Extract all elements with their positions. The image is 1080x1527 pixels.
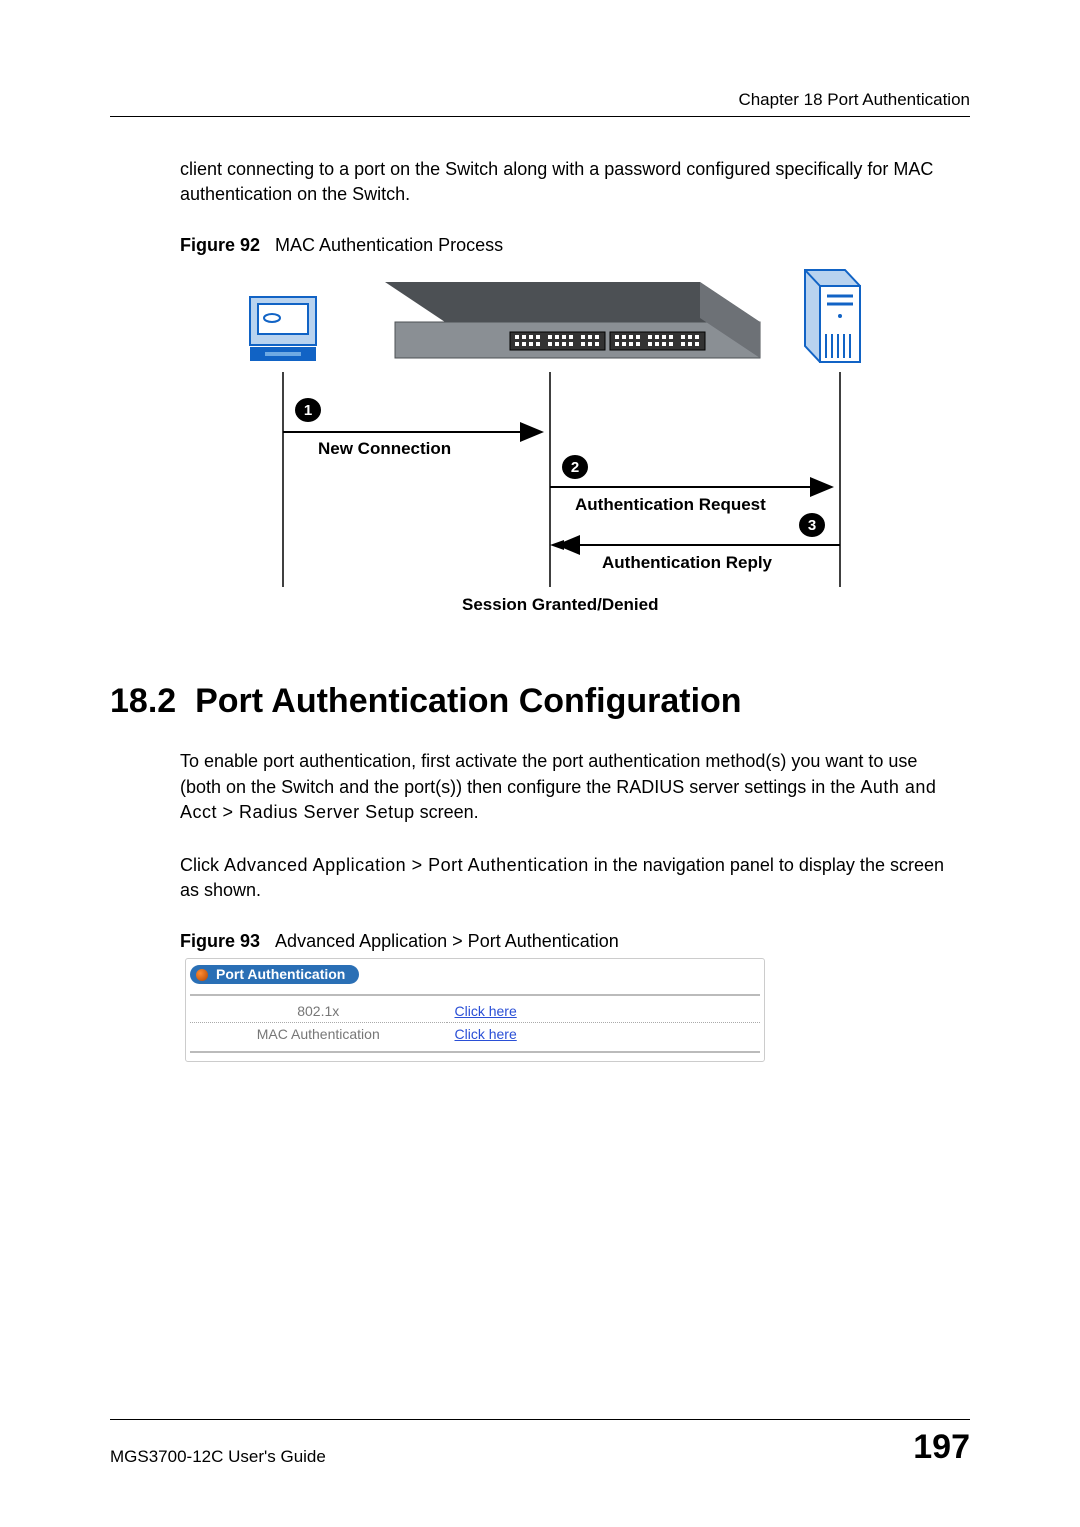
switch-icon — [385, 282, 760, 358]
server-icon — [805, 270, 860, 362]
p3-a: Click — [180, 855, 224, 875]
step-2-num: 2 — [571, 459, 579, 476]
figure92-caption-prefix: Figure 92 — [180, 235, 260, 255]
p3-path: Advanced Application > Port Authenticati… — [224, 855, 589, 875]
section-number: 18.2 — [110, 682, 176, 720]
row-0-link[interactable]: Click here — [455, 1003, 517, 1019]
figure93-caption-text: Advanced Application > Port Authenticati… — [275, 931, 619, 951]
paragraph-2: To enable port authentication, first act… — [180, 749, 950, 825]
paragraph-3: Click Advanced Application > Port Authen… — [180, 853, 950, 903]
section-heading: 18.2 Port Authentication Configuration — [110, 682, 970, 721]
row-0-label: 802.1x — [190, 1000, 447, 1023]
chapter-header: Chapter 18 Port Authentication — [110, 90, 970, 117]
page-number: 197 — [913, 1428, 970, 1467]
figure93-tab[interactable]: Port Authentication — [190, 965, 359, 984]
figure93-caption: Figure 93 Advanced Application > Port Au… — [180, 931, 970, 952]
step-3-num: 3 — [808, 517, 816, 534]
row-1-link[interactable]: Click here — [455, 1026, 517, 1042]
table-row: MAC Authentication Click here — [190, 1023, 760, 1046]
p2-b: screen. — [415, 802, 479, 822]
figure93-table: 802.1x Click here MAC Authentication Cli… — [190, 1000, 760, 1045]
intro-paragraph: client connecting to a port on the Switc… — [180, 157, 950, 207]
figure93-divider — [190, 994, 760, 996]
step-1-label: New Connection — [318, 439, 451, 458]
figure92-caption-text: MAC Authentication Process — [275, 235, 503, 255]
figure93-titlebar: Port Authentication — [190, 963, 760, 990]
client-pc-icon — [250, 297, 316, 361]
section-title: Port Authentication Configuration — [195, 682, 741, 720]
figure93-caption-prefix: Figure 93 — [180, 931, 260, 951]
step-2-label: Authentication Request — [575, 495, 766, 514]
session-result-label: Session Granted/Denied — [462, 595, 659, 614]
step-3-label: Authentication Reply — [602, 553, 773, 572]
figure93-panel: Port Authentication 802.1x Click here MA… — [185, 958, 765, 1062]
figure92-caption: Figure 92 MAC Authentication Process — [180, 235, 970, 256]
row-1-label: MAC Authentication — [190, 1023, 447, 1046]
step-1-num: 1 — [304, 402, 312, 419]
page-footer: MGS3700-12C User's Guide 197 — [110, 1419, 970, 1467]
figure93-divider — [190, 1051, 760, 1053]
footer-guide: MGS3700-12C User's Guide — [110, 1447, 326, 1467]
figure92-diagram: 1 New Connection 2 Authentication Reques… — [230, 262, 870, 622]
p2-a: To enable port authentication, first act… — [180, 751, 917, 796]
table-row: 802.1x Click here — [190, 1000, 760, 1023]
